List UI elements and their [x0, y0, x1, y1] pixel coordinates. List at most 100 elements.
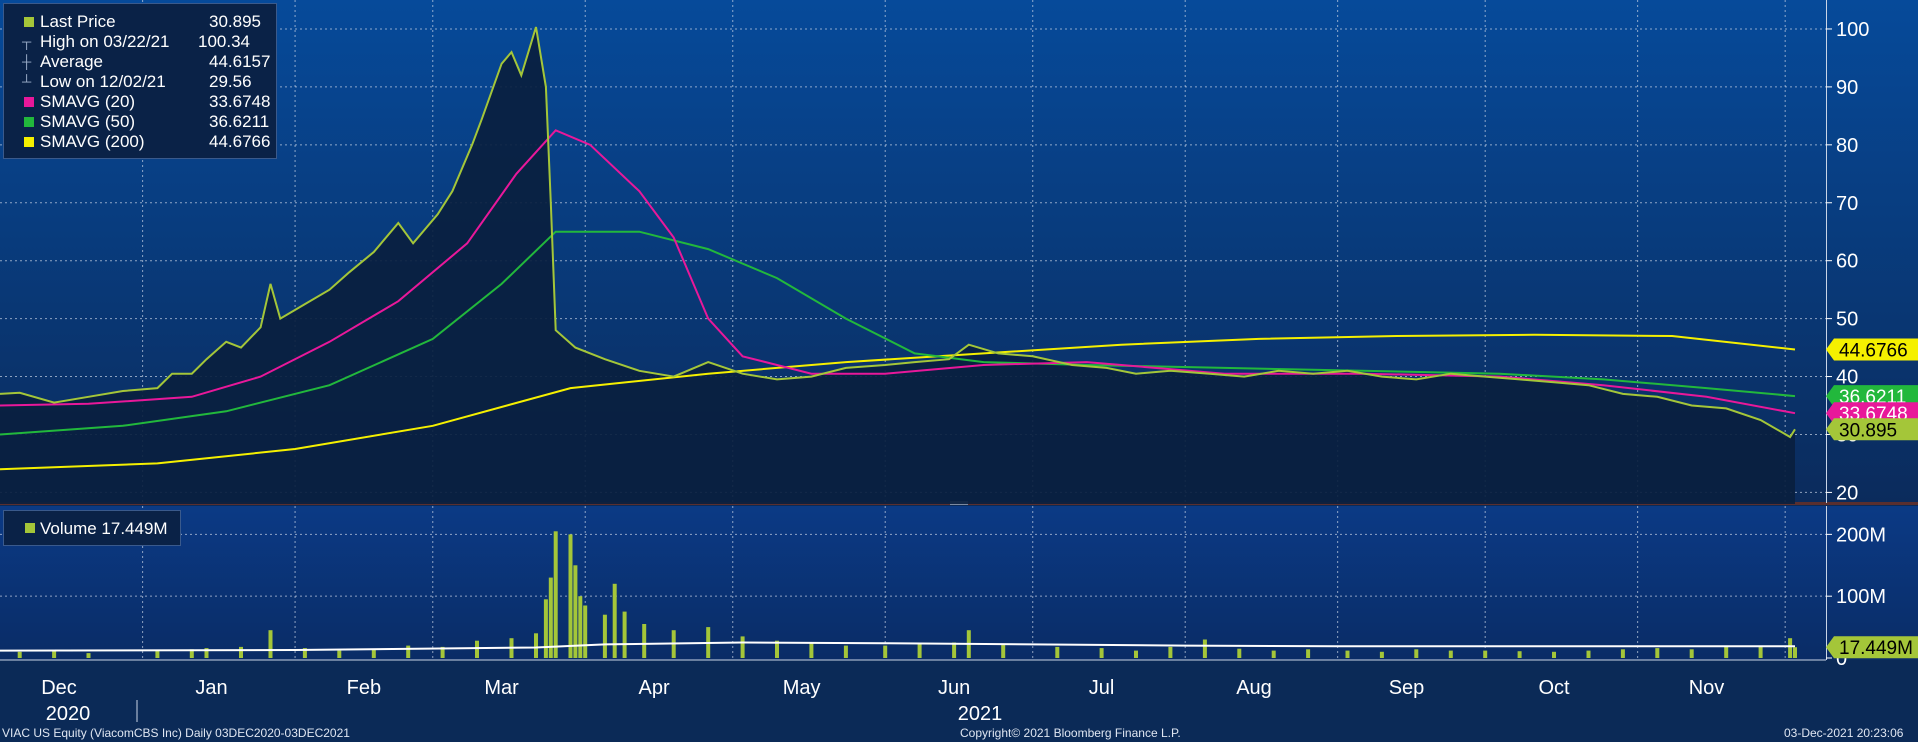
- volume-bar: [1271, 650, 1276, 658]
- volume-bar: [1099, 648, 1104, 658]
- series-line-last-price: [0, 26, 1796, 439]
- volume-bar: [204, 648, 209, 658]
- volume-bar: [568, 534, 573, 658]
- low-marker-icon: ┴: [22, 74, 32, 89]
- sma20-swatch: [24, 97, 34, 107]
- volume-bar: [1689, 649, 1694, 658]
- legend-label: SMAVG (50): [40, 112, 136, 131]
- volume-bar: [573, 565, 578, 658]
- series-line-smavg-200: [0, 333, 1796, 471]
- legend-value: 30.895: [209, 12, 261, 31]
- volume-bar: [809, 642, 814, 658]
- x-month-label: Aug: [1236, 677, 1272, 699]
- volume-bar: [155, 650, 160, 658]
- volume-bar: [189, 649, 194, 658]
- volume-bar: [440, 646, 445, 658]
- volume-bar: [534, 633, 538, 658]
- legend-row-low: ┴ Low on 12/02/21 29.56: [4, 72, 276, 92]
- legend-value: 44.6157: [209, 52, 271, 71]
- volume-bar: [1134, 650, 1138, 658]
- volume-bar: [883, 645, 888, 658]
- high-marker-icon: ┬: [22, 34, 32, 49]
- volume-bar: [371, 649, 376, 658]
- legend-row-sma50: SMAVG (50) 36.6211: [4, 112, 276, 132]
- volume-bar: [1379, 651, 1384, 658]
- volume-bar: [1620, 649, 1625, 658]
- volume-bar: [740, 636, 745, 658]
- price-tick-label: 20: [1836, 482, 1858, 504]
- series-line-smavg-20: [0, 129, 1796, 415]
- volume-legend[interactable]: Volume 17.449M: [3, 510, 181, 546]
- last-price-swatch: [24, 17, 34, 27]
- price-tag-label-sma200: 44.6766: [1839, 340, 1908, 361]
- volume-bar: [843, 645, 848, 658]
- legend-value: 44.6766: [209, 132, 271, 151]
- volume-bar: [268, 630, 273, 658]
- volume-bar: [337, 650, 342, 658]
- x-year-label: 2020: [46, 703, 91, 725]
- volume-bar: [1168, 646, 1173, 658]
- x-month-label: Jun: [938, 677, 970, 699]
- volume-bar: [775, 640, 779, 658]
- volume-swatch: [25, 523, 35, 533]
- volume-bar: [553, 531, 558, 658]
- volume-bar: [1345, 650, 1350, 658]
- volume-bar: [17, 651, 22, 658]
- legend-row-sma20: SMAVG (20) 33.6748: [4, 92, 276, 112]
- volume-bar: [917, 644, 922, 658]
- copyright-notice: Copyright© 2021 Bloomberg Finance L.P.: [960, 726, 1181, 740]
- legend-label: High on 03/22/21: [40, 32, 170, 51]
- legend-row-high: ┬ High on 03/22/21 100.34: [4, 32, 276, 52]
- volume-bar: [1055, 646, 1060, 658]
- volume-bar: [583, 605, 588, 658]
- x-month-label: May: [783, 677, 821, 699]
- volume-bar: [622, 611, 627, 658]
- legend-row-average: ┼ Average 44.6157: [4, 52, 276, 72]
- legend-value: 29.56: [209, 72, 252, 91]
- legend-value: 100.34: [198, 32, 250, 51]
- legend-value: 33.6748: [209, 92, 271, 111]
- price-tag-sma200: [1826, 338, 1918, 361]
- legend-label: Low on 12/02/21: [40, 72, 166, 91]
- volume-bar: [1552, 651, 1556, 658]
- x-month-label: Apr: [639, 677, 670, 699]
- price-tick-label: 90: [1836, 77, 1858, 99]
- volume-bar: [578, 596, 583, 658]
- price-tag-sma50: [1826, 385, 1918, 408]
- price-tick-label: 40: [1836, 367, 1858, 389]
- volume-average-line: [0, 641, 1795, 652]
- legend-label: SMAVG (20): [40, 92, 136, 111]
- volume-bar: [543, 599, 548, 658]
- x-month-label: Feb: [347, 677, 381, 699]
- legend-label: SMAVG (200): [40, 132, 145, 151]
- price-tick-label: 50: [1836, 309, 1858, 331]
- series-line-smavg-50: [0, 230, 1796, 436]
- average-marker-icon: ┼: [22, 54, 32, 69]
- price-area-fill: [0, 27, 1795, 504]
- x-month-label: Nov: [1689, 677, 1725, 699]
- x-month-label: Sep: [1389, 677, 1425, 699]
- price-tick-label: 70: [1836, 193, 1858, 215]
- volume-bar: [952, 642, 957, 658]
- x-month-label: Oct: [1538, 677, 1570, 699]
- volume-bar: [1414, 649, 1419, 658]
- timestamp: 03-Dec-2021 20:23:06: [1784, 726, 1904, 740]
- volume-bar: [1448, 650, 1453, 658]
- x-month-label: Dec: [41, 677, 77, 699]
- volume-bar: [602, 614, 607, 658]
- volume-bar: [86, 653, 91, 658]
- volume-bar: [475, 640, 479, 658]
- volume-bar: [1586, 650, 1591, 658]
- x-year-label: 2021: [958, 703, 1003, 725]
- volume-bar: [1202, 639, 1207, 658]
- volume-tag-label: 17.449M: [1839, 638, 1913, 659]
- volume-bar: [302, 648, 307, 658]
- volume-tick-label: 0: [1836, 648, 1847, 670]
- axis-panel-background: [0, 660, 1918, 742]
- volume-bar: [1483, 650, 1488, 658]
- price-legend[interactable]: Last Price 30.895 ┬ High on 03/22/21 100…: [3, 3, 277, 159]
- volume-bar: [239, 646, 243, 658]
- price-tag-label-last: 30.895: [1839, 420, 1897, 441]
